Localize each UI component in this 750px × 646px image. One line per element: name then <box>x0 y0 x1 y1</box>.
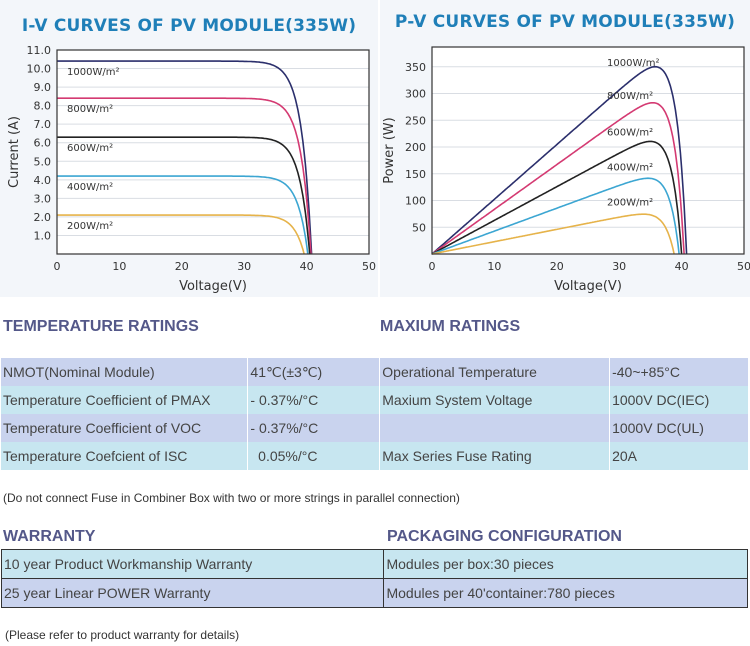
series-line-200w <box>57 214 305 255</box>
warranty-cell: 10 year Product Workmanship Warranty <box>0 549 385 579</box>
series-line-600w <box>57 136 311 255</box>
series-label: 1000W/m² <box>67 67 119 78</box>
plot-frame <box>56 49 370 255</box>
y-tick-label: 7.0 <box>34 118 52 131</box>
iv-chart: 1.0 2.0 3.0 4.0 5.0 6.0 7.0 8.0 9.0 10.0 11.0 0 10 20… <box>7 44 376 294</box>
maximum-ratings-heading: MAXIUM RATINGS <box>380 318 521 335</box>
x-tick-label: 40 <box>300 260 314 273</box>
y-tick-label: 10.0 <box>27 63 52 76</box>
plot-frame <box>431 46 745 255</box>
ratings-cell: NMOT(Nominal Module) <box>1 358 249 386</box>
y-tick-label: 9.0 <box>34 81 52 94</box>
warranty-cell: 25 year Linear POWER Warranty <box>0 578 385 608</box>
ratings-cell: 0.05%/°C <box>247 442 381 470</box>
warranty-cell: Modules per box:30 pieces <box>383 549 748 579</box>
ratings-row: Temperature Coefficient of PMAX - 0.37%/°… <box>1 386 749 414</box>
warranty-row: 10 year Product Workmanship Warranty Modu… <box>0 549 748 579</box>
ratings-cell: Operational Temperature <box>379 358 611 386</box>
series-label: 1000W/m² <box>607 58 659 69</box>
y-axis-label: Current (A) <box>7 116 22 188</box>
warranty-note: (Please refer to product warranty for de… <box>5 628 240 642</box>
series-line-400w <box>431 177 680 255</box>
temperature-ratings-heading: TEMPERATURE RATINGS <box>3 318 199 335</box>
series-line-800w <box>57 97 312 255</box>
series-label: 400W/m² <box>67 182 113 193</box>
x-tick-label: 10 <box>112 260 126 273</box>
ratings-cell: 41℃(±3℃) <box>247 358 381 386</box>
ratings-cell: 1000V DC(IEC) <box>609 386 749 414</box>
x-tick-label: 0 <box>54 260 61 273</box>
series-line-200w <box>431 213 675 255</box>
ratings-table: NMOT(Nominal Module) 41℃(±3℃) Operational … <box>1 358 749 470</box>
ratings-row: NMOT(Nominal Module) 41℃(±3℃) Operational … <box>1 358 749 386</box>
ratings-cell: Temperature Coefcient of ISC <box>1 442 249 470</box>
ratings-cell: - 0.37%/°C <box>247 414 381 442</box>
ratings-cell: 1000V DC(UL) <box>609 414 749 442</box>
y-tick-label: 200 <box>405 141 426 154</box>
ratings-row: Temperature Coefcient of ISC 0.05%/°C Max… <box>1 442 749 470</box>
series-label: 800W/m² <box>67 104 113 115</box>
series-line-600w <box>431 140 683 255</box>
x-tick-label: 10 <box>487 260 501 273</box>
x-tick-label: 30 <box>612 260 626 273</box>
y-tick-label: 50 <box>412 221 426 234</box>
ratings-cell: Temperature Coefficient of VOC <box>1 414 249 442</box>
plot-area <box>57 50 369 254</box>
series-label: 800W/m² <box>607 91 653 102</box>
warranty-heading: WARRANTY <box>3 528 96 545</box>
series-line-1000w <box>57 60 313 255</box>
y-tick-label: 2.0 <box>34 211 52 224</box>
series-label: 600W/m² <box>607 127 653 138</box>
series-label: 400W/m² <box>607 163 653 174</box>
y-tick-label: 6.0 <box>34 137 52 150</box>
series-line-400w <box>57 175 309 255</box>
packaging-heading: PACKAGING CONFIGURATION <box>387 528 622 545</box>
x-axis-label: Voltage(V) <box>179 279 247 294</box>
warranty-cell: Modules per 40'container:780 pieces <box>383 578 748 608</box>
ratings-cell: Temperature Coefficient of PMAX <box>1 386 249 414</box>
ratings-cell: Max Series Fuse Rating <box>379 442 611 470</box>
pv-chart-title: P-V CURVES OF PV MODULE(335W) <box>394 12 736 32</box>
iv-chart-panel: I-V CURVES OF PV MODULE(335W) 1.0 2.0 3.0 4… <box>0 0 378 297</box>
x-tick-label: 40 <box>675 260 689 273</box>
y-tick-label: 250 <box>405 114 426 127</box>
warranty-row: 25 year Linear POWER Warranty Modules per… <box>0 578 748 608</box>
x-tick-label: 0 <box>429 260 436 273</box>
ratings-cell: -40~+85°C <box>609 358 749 386</box>
y-axis-label: Power (W) <box>382 117 397 183</box>
x-tick-label: 30 <box>237 260 251 273</box>
series-label: 200W/m² <box>67 221 113 232</box>
x-tick-label: 20 <box>550 260 564 273</box>
y-tick-label: 11.0 <box>27 44 52 57</box>
y-tick-label: 5.0 <box>34 155 52 168</box>
y-tick-label: 300 <box>405 88 426 101</box>
y-tick-label: 8.0 <box>34 100 52 113</box>
ratings-cell: - 0.37%/°C <box>247 386 381 414</box>
series-line-800w <box>431 102 685 255</box>
series-label: 200W/m² <box>607 197 653 208</box>
ratings-cell: 20A <box>609 442 749 470</box>
series-line-1000w <box>431 65 688 255</box>
pv-chart-panel: P-V CURVES OF PV MODULE(335W) 50 100 150 20… <box>380 0 750 297</box>
x-tick-label: 50 <box>362 260 376 273</box>
ratings-row: Temperature Coefficient of VOC - 0.37%/°C… <box>1 414 749 442</box>
fuse-note: (Do not connect Fuse in Combiner Box wit… <box>3 491 460 505</box>
series-label: 600W/m² <box>67 143 113 154</box>
y-tick-label: 150 <box>405 168 426 181</box>
y-tick-label: 1.0 <box>34 229 52 242</box>
y-tick-label: 100 <box>405 195 426 208</box>
ratings-cell: Maxium System Voltage <box>379 386 611 414</box>
y-tick-label: 3.0 <box>34 192 52 205</box>
x-axis-label: Voltage(V) <box>554 279 622 294</box>
pv-chart: 50 100 150 200 250 300 350 0 10 20 30 40 50 Voltage(V… <box>382 46 750 294</box>
iv-chart-title: I-V CURVES OF PV MODULE(335W) <box>21 16 357 36</box>
plot-area <box>432 47 744 254</box>
warranty-table: 10 year Product Workmanship Warranty Modu… <box>0 549 748 608</box>
x-tick-label: 20 <box>175 260 189 273</box>
ratings-cell <box>379 414 611 442</box>
y-tick-label: 350 <box>405 61 426 74</box>
x-tick-label: 50 <box>737 260 750 273</box>
y-tick-label: 4.0 <box>34 174 52 187</box>
